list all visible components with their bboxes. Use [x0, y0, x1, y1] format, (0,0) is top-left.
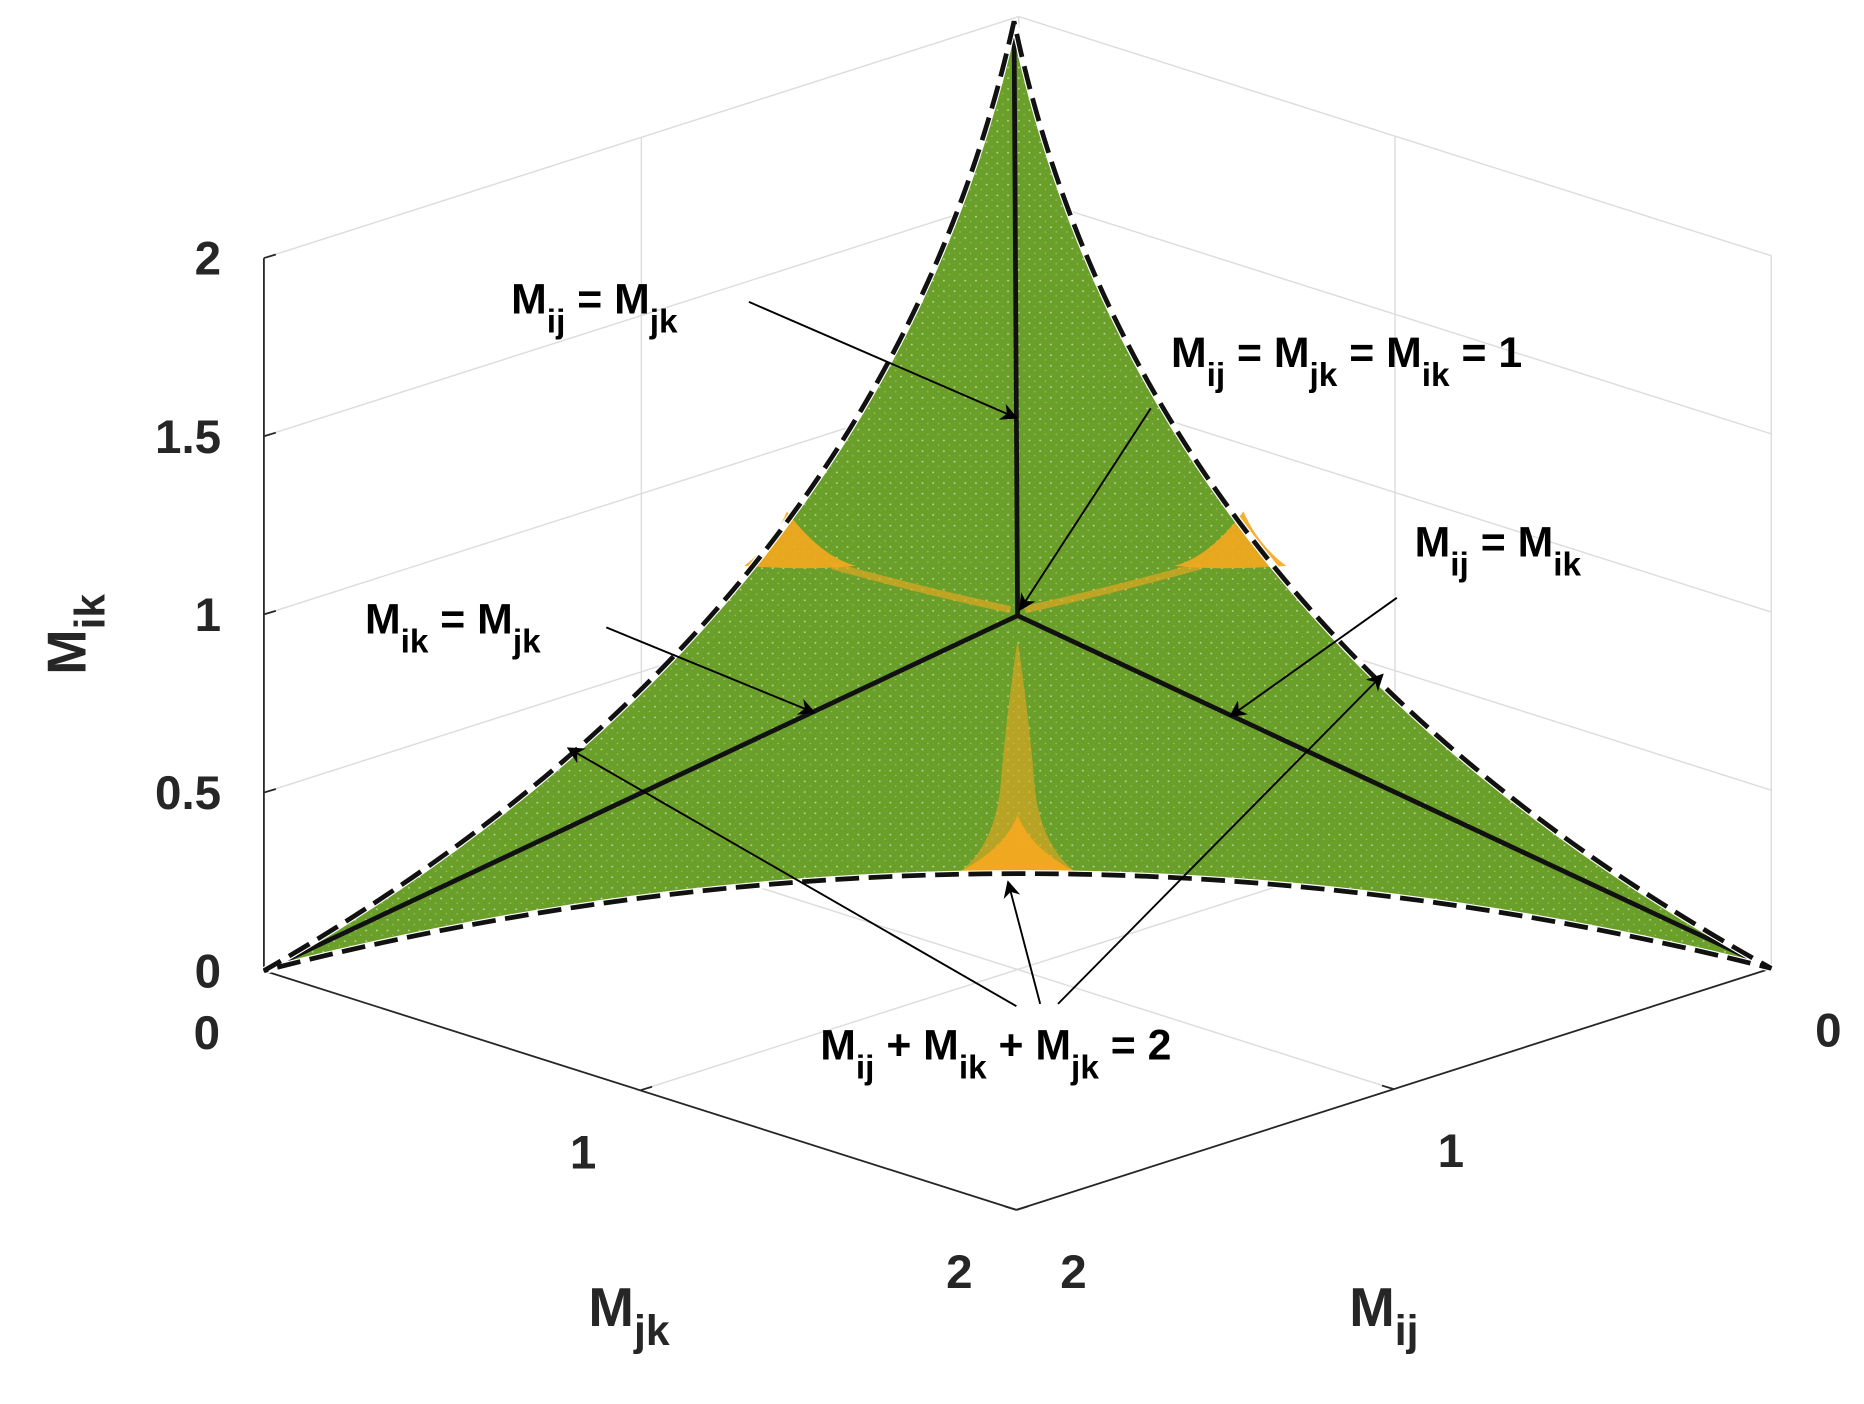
- subscript: ik: [959, 1050, 987, 1087]
- text-part: = M: [1225, 329, 1309, 377]
- text-part: = 1: [1450, 329, 1523, 377]
- text-part: = M: [428, 595, 512, 643]
- tick-mark: [263, 609, 277, 616]
- text-part: M: [1349, 1277, 1395, 1338]
- annotation-arrow: [1228, 597, 1398, 718]
- annotation: Mij = Mik: [1415, 518, 1582, 583]
- annotation: Mij + Mik + Mjk = 2: [820, 1022, 1171, 1087]
- annotation-arrow: [748, 301, 1018, 420]
- z-tick-label: 0: [195, 945, 221, 998]
- text-part: + M: [987, 1022, 1071, 1070]
- subscript: jk: [649, 304, 678, 341]
- y-tick-label: 2: [946, 1246, 972, 1299]
- text-part: = M: [1469, 518, 1553, 566]
- text-part: M: [36, 629, 97, 674]
- annotation-arrow: [605, 626, 816, 715]
- z-tick-label: 1.5: [155, 411, 221, 464]
- text-part: M: [588, 1277, 634, 1338]
- subscript: ij: [547, 304, 566, 341]
- x-tick-label: 2: [1060, 1246, 1086, 1299]
- x-tick-label: 0: [1815, 1005, 1841, 1058]
- subscript: ij: [856, 1050, 875, 1087]
- highlight-region: [960, 814, 1075, 872]
- y-tick-label: 0: [194, 1007, 220, 1060]
- text-part: M: [1415, 518, 1451, 566]
- text-part: M: [1171, 329, 1207, 377]
- x-axis: [1016, 967, 1772, 1211]
- subscript: ij: [1207, 357, 1226, 394]
- highlight-streak: [831, 562, 1202, 614]
- tick-mark: [263, 431, 277, 438]
- tick-mark: [1381, 1084, 1395, 1090]
- text-part: = 2: [1099, 1022, 1172, 1070]
- subscript: ij: [1395, 1307, 1419, 1355]
- z-tick-label: 1: [195, 589, 221, 642]
- annotation-arrow: [1057, 673, 1384, 1005]
- text-part: + M: [874, 1022, 958, 1070]
- text-part: = M: [1337, 329, 1421, 377]
- symmetry-line: [262, 613, 1019, 973]
- surface: [262, 20, 1774, 975]
- subscript: ik: [1553, 546, 1581, 583]
- highlight-region: [744, 511, 856, 569]
- subscript: ik: [1422, 357, 1450, 394]
- subscript: jk: [1309, 357, 1338, 394]
- axis-title: Mik: [36, 594, 114, 675]
- subscript: ik: [401, 623, 429, 660]
- z-tick-label: 2: [195, 233, 221, 286]
- annotation-arrow: [1019, 407, 1152, 612]
- text-part: M: [820, 1022, 856, 1070]
- boundary-curve: [262, 20, 1773, 974]
- text-part: M: [365, 595, 401, 643]
- annotation: Mik = Mjk: [365, 595, 541, 660]
- annotation: Mij = Mjk = Mik = 1: [1171, 329, 1522, 394]
- annotation: Mij = Mjk: [511, 276, 678, 341]
- subscript: jk: [633, 1307, 670, 1355]
- highlight-region: [960, 639, 1075, 872]
- annotation-arrow: [1003, 880, 1042, 1005]
- subscript: jk: [512, 623, 541, 660]
- symmetry-line: [1011, 21, 1020, 616]
- z-tick-label: 0.5: [155, 767, 221, 820]
- y-tick-label: 1: [570, 1127, 596, 1180]
- tick-mark: [263, 253, 277, 259]
- tick-mark: [263, 788, 277, 794]
- subscript: jk: [1070, 1050, 1099, 1087]
- highlight-region: [1174, 511, 1287, 569]
- x-tick-label: 1: [1438, 1125, 1464, 1178]
- subscript: ik: [67, 594, 115, 630]
- text-part: M: [511, 276, 547, 324]
- y-axis: [263, 969, 1017, 1211]
- tick-mark: [639, 1085, 653, 1092]
- text-part: = M: [565, 276, 649, 324]
- symmetry-line: [1016, 613, 1773, 971]
- axis-title: Mij: [1349, 1277, 1418, 1355]
- subscript: ij: [1450, 546, 1469, 583]
- annotation-arrow: [566, 747, 1017, 1008]
- axis-title: Mjk: [588, 1277, 669, 1355]
